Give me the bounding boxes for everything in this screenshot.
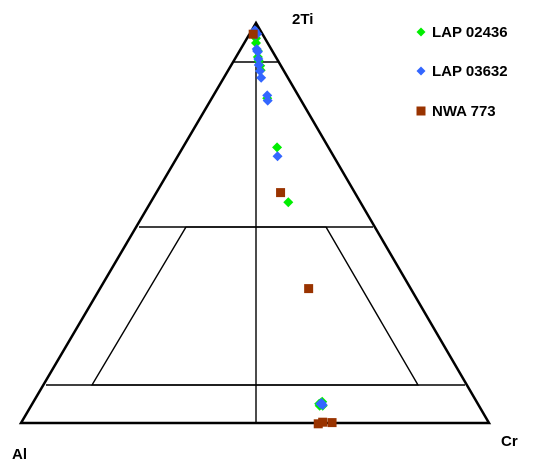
legend-marker-series1 — [416, 27, 426, 37]
data-point-series3-1 — [248, 29, 258, 39]
corner-label-top: 2Ti — [292, 11, 313, 28]
legend-marker-series2 — [416, 66, 426, 76]
inner-trapezoid — [90, 226, 420, 386]
data-point-series2-7 — [252, 46, 263, 57]
data-point-series1-2 — [251, 38, 261, 48]
data-point-series3-2 — [276, 188, 286, 198]
data-point-series2-8 — [253, 54, 264, 64]
data-point-series2-13 — [262, 95, 273, 106]
data-point-series3-6 — [327, 418, 337, 428]
data-points — [248, 25, 337, 429]
legend-label-series3: NWA 773 — [432, 103, 496, 120]
data-point-series3-5 — [318, 417, 328, 427]
data-point-series1-10 — [283, 197, 294, 208]
legend-label-series1: LAP 02436 — [432, 24, 508, 41]
legend: LAP 02436 LAP 03632 NWA 773 — [416, 24, 508, 120]
corner-label-right: Cr — [501, 433, 518, 450]
legend-marker-series3 — [416, 106, 426, 116]
data-point-series1-9 — [272, 142, 283, 153]
legend-label-series2: LAP 03632 — [432, 63, 508, 80]
data-point-series3-3 — [304, 284, 314, 294]
data-point-series2-11 — [256, 72, 267, 83]
data-point-series2-10 — [254, 66, 265, 76]
chart-frame — [18, 20, 492, 425]
corner-label-left: Al — [12, 446, 27, 463]
data-point-series2-17 — [317, 400, 328, 410]
ternary-triangle — [18, 20, 492, 425]
data-point-series2-14 — [272, 151, 283, 162]
